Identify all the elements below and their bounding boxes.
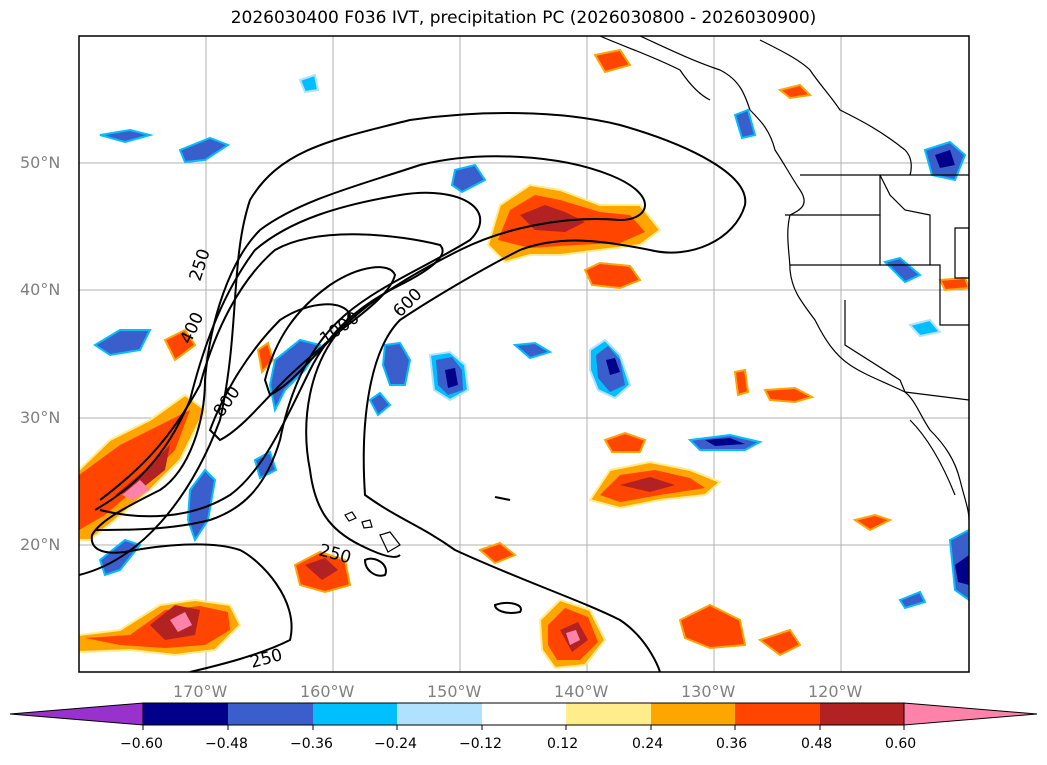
colorbar-tick-label: 0.24 [632, 736, 664, 752]
hawaii-islands [344, 511, 401, 553]
contour-label: 250 [186, 246, 215, 283]
gridlines [79, 36, 969, 672]
lon-label-130w: 130°W [681, 682, 736, 701]
contour-1000 [208, 303, 352, 442]
coastlines [599, 36, 969, 521]
colorbar-tick-label: −0.12 [459, 736, 502, 752]
lat-label-50n: 50°N [20, 153, 61, 172]
lat-label-30n: 30°N [20, 408, 61, 427]
lon-label-120w: 120°W [808, 682, 863, 701]
map-frame [78, 35, 970, 673]
lon-label-150w: 150°W [427, 682, 482, 701]
colorbar-extend-min [9, 702, 144, 726]
contour-250-outer [79, 112, 747, 672]
negative-precip-areas [93, 73, 969, 610]
contour-600 [99, 233, 444, 518]
contour-800 [263, 266, 397, 397]
map-title: 2026030400 F036 IVT, precipitation PC (2… [230, 8, 817, 28]
lat-label-20n: 20°N [20, 535, 61, 554]
colorbar-tick-label: −0.36 [290, 736, 333, 752]
contour-400 [94, 191, 482, 531]
contour-label: 250 [248, 645, 285, 673]
ivt-contours [79, 112, 747, 672]
lon-label-160w: 160°W [300, 682, 355, 701]
colorbar-tick-label: 0.12 [547, 736, 579, 752]
lon-label-140w: 140°W [554, 682, 609, 701]
colorbar-tick-label: 0.60 [885, 736, 917, 752]
colorbar-tick-label: −0.48 [205, 736, 248, 752]
contour-label: 400 [176, 309, 208, 347]
lon-label-170w: 170°W [173, 682, 228, 701]
colorbar [9, 702, 1038, 730]
colorbar-tick-label: −0.24 [374, 736, 417, 752]
lat-label-40n: 40°N [20, 280, 61, 299]
colorbar-tick-label: −0.60 [120, 736, 163, 752]
colorbar-tick-label: 0.36 [716, 736, 748, 752]
colorbar-extend-max [903, 702, 1038, 726]
positive-precip-areas [79, 48, 969, 670]
contour-250-inner [90, 155, 646, 672]
colorbar-tick-label: 0.48 [801, 736, 833, 752]
